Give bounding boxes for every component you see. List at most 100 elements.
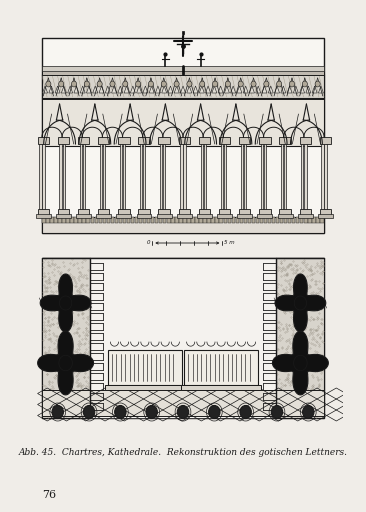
Bar	[177, 214, 192, 218]
Bar	[292, 217, 295, 223]
Bar	[42, 258, 324, 418]
Circle shape	[123, 81, 128, 87]
Polygon shape	[199, 86, 204, 93]
Bar	[42, 98, 324, 146]
Bar	[50, 217, 54, 223]
Bar	[137, 214, 152, 218]
Bar	[181, 385, 261, 390]
Bar	[108, 350, 182, 385]
Polygon shape	[124, 86, 129, 93]
Bar	[151, 217, 154, 223]
Bar	[58, 137, 69, 144]
Polygon shape	[40, 274, 91, 332]
Polygon shape	[274, 86, 280, 93]
Bar	[284, 217, 287, 223]
Bar	[208, 217, 211, 223]
Circle shape	[264, 81, 269, 87]
Circle shape	[174, 81, 179, 87]
Polygon shape	[294, 296, 307, 310]
Bar	[224, 143, 226, 217]
Bar	[78, 137, 89, 144]
Bar	[39, 143, 41, 217]
Polygon shape	[256, 86, 261, 93]
Bar	[56, 214, 71, 218]
Bar	[123, 217, 126, 223]
Bar	[252, 217, 255, 223]
Bar	[94, 217, 98, 223]
Bar	[74, 217, 78, 223]
Bar	[143, 143, 145, 217]
Bar	[42, 38, 324, 233]
Bar	[90, 258, 276, 418]
Bar	[38, 209, 49, 217]
Circle shape	[161, 81, 166, 87]
Bar	[42, 143, 45, 217]
Bar	[187, 217, 191, 223]
Bar	[116, 214, 131, 218]
Bar	[158, 137, 170, 144]
Bar	[284, 143, 286, 217]
Polygon shape	[93, 86, 98, 93]
Bar	[159, 217, 163, 223]
Bar	[305, 143, 307, 217]
Bar	[276, 217, 279, 223]
Polygon shape	[112, 86, 116, 93]
Circle shape	[209, 406, 220, 418]
Bar	[59, 143, 61, 217]
Bar	[237, 214, 252, 218]
Bar	[256, 217, 259, 223]
Circle shape	[277, 81, 282, 87]
Bar	[212, 217, 215, 223]
Circle shape	[240, 406, 251, 418]
Bar	[199, 217, 203, 223]
Bar	[301, 143, 303, 217]
Bar	[320, 137, 331, 144]
Bar	[312, 217, 315, 223]
Bar	[239, 209, 250, 217]
Bar	[46, 217, 50, 223]
Bar	[272, 217, 275, 223]
Polygon shape	[250, 86, 254, 93]
Bar	[135, 217, 138, 223]
Bar	[180, 143, 183, 217]
Bar	[179, 209, 190, 217]
Polygon shape	[149, 86, 154, 93]
Bar	[138, 137, 150, 144]
Circle shape	[302, 81, 307, 87]
Bar	[118, 209, 130, 217]
Polygon shape	[318, 86, 324, 93]
Bar	[70, 217, 74, 223]
Bar	[199, 137, 210, 144]
Circle shape	[271, 406, 283, 418]
Bar	[280, 217, 283, 223]
Bar	[191, 217, 195, 223]
Bar	[203, 217, 207, 223]
Bar	[78, 217, 82, 223]
Bar	[299, 137, 311, 144]
Bar	[197, 214, 212, 218]
Polygon shape	[49, 86, 54, 93]
Bar	[158, 209, 170, 217]
Bar	[179, 137, 190, 144]
Bar	[219, 137, 230, 144]
Bar	[42, 217, 324, 233]
Polygon shape	[137, 86, 142, 93]
Bar	[66, 217, 70, 223]
Bar	[42, 70, 324, 75]
Circle shape	[84, 81, 89, 87]
Polygon shape	[162, 86, 167, 93]
Bar	[63, 143, 65, 217]
Bar	[320, 217, 324, 223]
Bar	[298, 214, 313, 218]
Bar	[183, 143, 186, 217]
Bar	[98, 217, 102, 223]
Circle shape	[97, 81, 102, 87]
Polygon shape	[312, 86, 317, 93]
Polygon shape	[272, 331, 328, 395]
Polygon shape	[74, 86, 79, 93]
Bar	[111, 217, 114, 223]
Bar	[279, 137, 291, 144]
Polygon shape	[61, 86, 66, 93]
Bar	[76, 214, 91, 218]
Bar	[163, 143, 165, 217]
